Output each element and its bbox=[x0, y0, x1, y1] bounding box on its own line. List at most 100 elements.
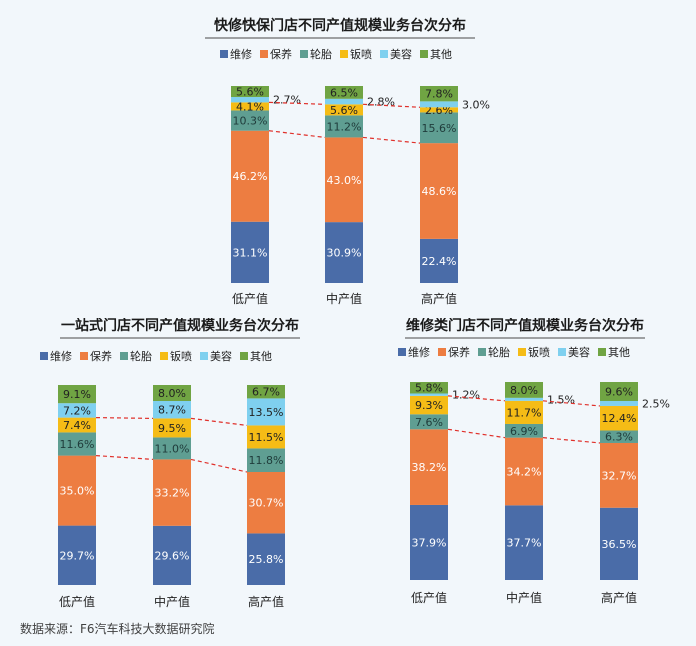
data-label: 29.7% bbox=[60, 549, 95, 562]
trend-line bbox=[542, 400, 601, 407]
legend-swatch bbox=[300, 50, 308, 58]
legend-item: 维修 bbox=[50, 349, 72, 363]
chart-panel-yizhanshi: 一站式门店不同产值规模业务台次分布 维修 保养 轮胎 钣喷 美容 其他 29.7% 35.0% 1… bbox=[0, 318, 348, 618]
data-label: 38.2% bbox=[412, 461, 447, 474]
bar-segment bbox=[600, 442, 638, 508]
bar-segment bbox=[325, 115, 363, 138]
legend-item: 其他 bbox=[250, 350, 272, 363]
data-label: 30.9% bbox=[327, 247, 362, 260]
bar-segment bbox=[58, 385, 96, 404]
legend-swatch bbox=[558, 348, 566, 356]
legend-item: 其他 bbox=[608, 346, 630, 359]
chart-title: 维修类门店不同产值规模业务台次分布 bbox=[406, 318, 644, 334]
chart-panel-kuaixiu: 快修快保门店不同产值规模业务台次分布 维修 保养 轮胎 钣喷 美容 其他 31.1% 46.2%… bbox=[0, 0, 696, 318]
data-label: 11.2% bbox=[327, 120, 362, 133]
data-label: 30.7% bbox=[249, 497, 284, 510]
data-label: 29.6% bbox=[155, 549, 190, 562]
bar-segment bbox=[600, 507, 638, 580]
data-label: 31.1% bbox=[233, 246, 268, 259]
data-label: 10.3% bbox=[233, 115, 268, 128]
data-label: 3.0% bbox=[462, 98, 490, 111]
data-label: 2.7% bbox=[273, 94, 301, 107]
bar-segment bbox=[505, 397, 543, 401]
data-label: 33.2% bbox=[155, 487, 190, 500]
legend-swatch bbox=[380, 50, 388, 58]
data-label: 9.5% bbox=[158, 422, 186, 435]
data-label: 15.6% bbox=[422, 122, 457, 135]
bar-segment bbox=[410, 414, 448, 430]
bar-segment bbox=[410, 382, 448, 394]
legend-item: 轮胎 bbox=[310, 47, 332, 61]
trend-line bbox=[542, 437, 601, 444]
bar-segment bbox=[420, 86, 458, 102]
data-label: 11.7% bbox=[507, 406, 542, 419]
data-label: 11.6% bbox=[60, 438, 95, 451]
legend-swatch bbox=[598, 348, 606, 356]
bar-segment bbox=[231, 97, 269, 103]
bar-segment bbox=[58, 525, 96, 585]
data-label: 5.6% bbox=[236, 86, 264, 99]
legend-item: 其他 bbox=[430, 48, 452, 61]
bar-segment bbox=[247, 472, 285, 534]
data-label: 2.8% bbox=[367, 96, 395, 109]
category-label: 高产值 bbox=[248, 594, 284, 609]
bar-segment bbox=[325, 137, 363, 223]
trend-line bbox=[447, 428, 506, 439]
data-label: 35.0% bbox=[60, 485, 95, 498]
bar-segment bbox=[58, 432, 96, 456]
data-label: 5.8% bbox=[415, 382, 443, 395]
data-label: 6.3% bbox=[605, 431, 633, 444]
legend-swatch bbox=[260, 50, 268, 58]
trend-line bbox=[268, 130, 326, 139]
bar-segment bbox=[420, 143, 458, 239]
data-label: 48.6% bbox=[422, 185, 457, 198]
data-label: 2.5% bbox=[642, 397, 670, 410]
data-label: 7.2% bbox=[63, 404, 91, 417]
data-label: 1.5% bbox=[547, 393, 575, 406]
legend-swatch bbox=[398, 348, 406, 356]
bar-segment bbox=[600, 382, 638, 402]
bar-segment bbox=[153, 401, 191, 419]
trend-line bbox=[268, 101, 326, 105]
bar-segment bbox=[600, 401, 638, 406]
legend-swatch bbox=[40, 352, 48, 360]
data-label: 1.2% bbox=[452, 389, 480, 402]
legend-item: 美容 bbox=[390, 47, 412, 61]
data-label: 7.8% bbox=[425, 88, 453, 101]
legend-item: 钣喷 bbox=[170, 349, 192, 363]
bar-segment bbox=[231, 110, 269, 131]
bar-segment bbox=[505, 382, 543, 398]
chart-title: 一站式门店不同产值规模业务台次分布 bbox=[61, 318, 299, 334]
data-label: 25.8% bbox=[249, 553, 284, 566]
bar-segment bbox=[58, 455, 96, 526]
bar-segment bbox=[58, 417, 96, 433]
legend-item: 轮胎 bbox=[488, 345, 510, 359]
trend-line bbox=[95, 455, 154, 460]
legend-swatch bbox=[200, 352, 208, 360]
bar-segment bbox=[58, 403, 96, 418]
data-label: 7.6% bbox=[415, 416, 443, 429]
bar-segment bbox=[600, 405, 638, 431]
chart-panel-weixiu: 维修类门店不同产值规模业务台次分布 维修 保养 轮胎 钣喷 美容 其他 37.9% 38.2% 7… bbox=[350, 318, 696, 618]
data-label: 46.2% bbox=[233, 170, 268, 183]
trend-line bbox=[95, 417, 154, 419]
bar-segment bbox=[420, 107, 458, 113]
legend-swatch bbox=[160, 352, 168, 360]
legend-swatch bbox=[420, 50, 428, 58]
trend-line bbox=[190, 417, 248, 426]
bar-segment bbox=[505, 400, 543, 424]
trend-line bbox=[447, 395, 506, 402]
source-note: 数据来源：F6汽车科技大数据研究院 bbox=[20, 622, 215, 636]
data-label: 6.9% bbox=[510, 425, 538, 438]
data-label: 5.6% bbox=[330, 104, 358, 117]
data-label: 8.7% bbox=[158, 404, 186, 417]
legend-item: 钣喷 bbox=[350, 47, 372, 61]
bar-segment bbox=[420, 112, 458, 144]
bar-segment bbox=[325, 98, 363, 105]
legend-item: 美容 bbox=[210, 349, 232, 363]
chart-title: 快修快保门店不同产值规模业务台次分布 bbox=[214, 17, 466, 34]
bar-segment bbox=[247, 385, 285, 399]
data-label: 9.1% bbox=[63, 388, 91, 401]
